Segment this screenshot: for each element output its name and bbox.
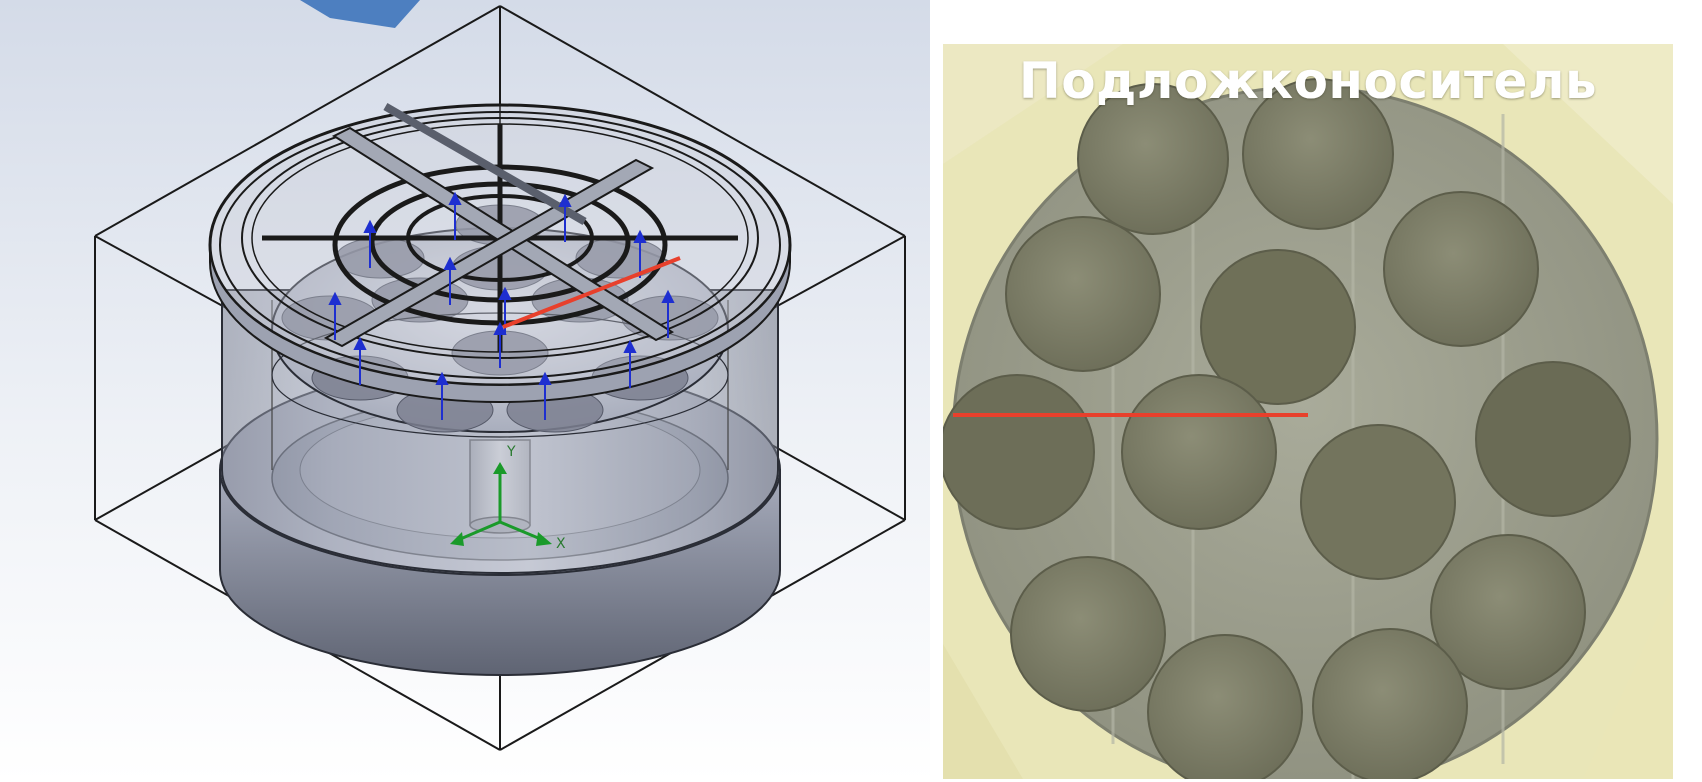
wafer [1242, 78, 1394, 230]
axis-label-y: Y [506, 444, 516, 460]
axis-label-x: X [556, 536, 566, 552]
photo-title: Подложконоситель [1018, 52, 1598, 110]
lid-frame [208, 103, 792, 403]
substrate-carrier-drawing [943, 44, 1673, 779]
arrow-shape-fragment [300, 0, 420, 28]
wafer [1077, 83, 1229, 235]
wafer [1430, 534, 1586, 690]
wafer [1010, 556, 1166, 712]
cad-model-drawing: Y X [0, 0, 930, 782]
wafer [1121, 374, 1277, 530]
wafer [1200, 249, 1356, 405]
coordinate-triad [450, 462, 552, 546]
wafer [1005, 216, 1161, 372]
wafer [1383, 191, 1539, 347]
load-arrows [328, 191, 675, 420]
substrate-carrier-photo: Подложконоситель [943, 44, 1673, 779]
wafer [1300, 424, 1456, 580]
wafer [943, 374, 1095, 530]
cad-model-panel: Y X [0, 0, 930, 782]
wafer [1475, 361, 1631, 517]
radius-marker-line-cad [502, 256, 681, 329]
wafer [1147, 634, 1303, 779]
wafer [1312, 628, 1468, 779]
wafers [943, 78, 1631, 779]
